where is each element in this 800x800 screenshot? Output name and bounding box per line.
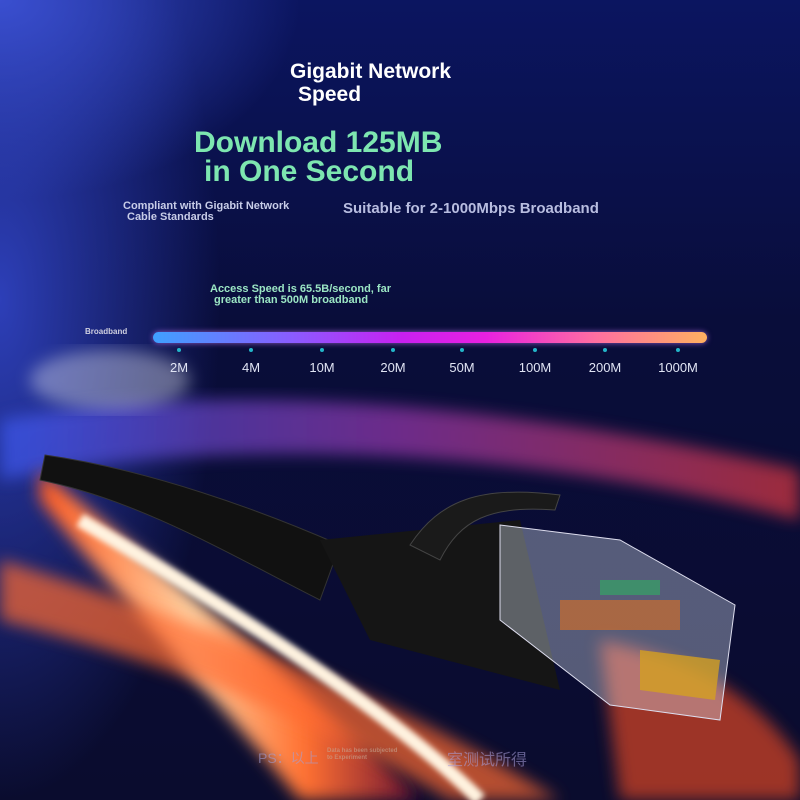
compliant-line: Cable Standards [127,211,214,223]
suitable-text: Suitable for 2-1000Mbps Broadband [343,200,599,217]
access-speed-text: Access Speed is 65.5B/second, far greate… [210,284,391,306]
scale-tick-label: 20M [380,360,406,375]
scale-tick-label: 4M [241,360,261,375]
footer-prefix: PS：以上 [258,750,319,766]
footer-note-line: Data has been subjected [327,748,398,754]
broadband-label: Broadband [85,327,128,336]
scale-tick-dot [603,348,607,352]
scale-tick-label: 1000M [658,360,698,375]
scale-tick-dot [249,348,253,352]
scale-tick-label: 100M [518,360,552,375]
scale-tick-label: 10M [309,360,335,375]
scale-tick-dot [177,348,181,352]
scale-tick-label: 2M [169,360,189,375]
headline-line: in One Second [204,155,415,188]
access-line: Access Speed is 65.5B/second, far [210,283,391,295]
scale-tick-dot [460,348,464,352]
headline-line: Download 125MB [194,126,443,159]
scale-tick-dot [391,348,395,352]
scale-tick-dot [676,348,680,352]
speed-scale-bar [153,332,707,343]
title-line: Gigabit Network [290,60,452,83]
scale-tick-label: 200M [588,360,622,375]
footer-suffix: 室测试所得 [447,752,528,769]
footer-note: Data has been subjected to Experiment [327,748,397,762]
compliant-line: Compliant with Gigabit Network [123,200,290,212]
compliant-text: Compliant with Gigabit Network Cable Sta… [123,201,289,223]
access-line: greater than 500M broadband [214,294,369,306]
headline: Download 125MB in One Second [194,126,443,188]
scale-tick-dot [320,348,324,352]
footer-note-line: to Experiment [327,755,368,761]
title-line: Speed [298,83,362,106]
scale-tick-dot [533,348,537,352]
product-title: Gigabit Network Speed [290,60,451,106]
scale-tick-label: 50M [449,360,475,375]
